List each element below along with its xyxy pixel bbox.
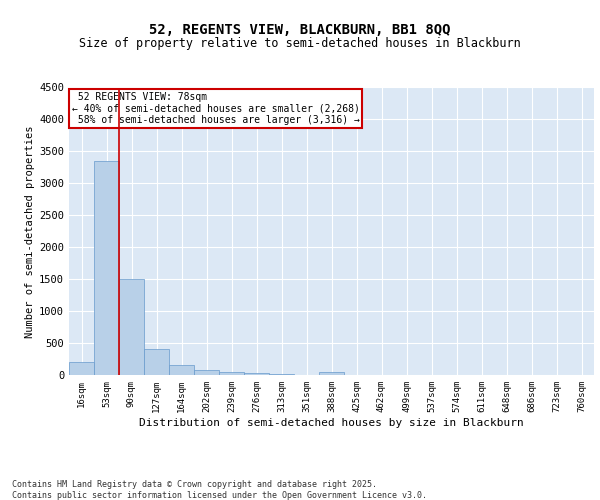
Bar	[269, 374, 294, 375]
Text: 52 REGENTS VIEW: 78sqm
← 40% of semi-detached houses are smaller (2,268)
 58% of: 52 REGENTS VIEW: 78sqm ← 40% of semi-det…	[71, 92, 359, 125]
Text: Size of property relative to semi-detached houses in Blackburn: Size of property relative to semi-detach…	[79, 38, 521, 51]
Bar	[144, 350, 169, 375]
Bar	[319, 372, 344, 375]
Bar	[169, 366, 194, 375]
Bar	[69, 362, 94, 375]
Bar	[244, 373, 269, 375]
Text: 52, REGENTS VIEW, BLACKBURN, BB1 8QQ: 52, REGENTS VIEW, BLACKBURN, BB1 8QQ	[149, 22, 451, 36]
Bar	[119, 279, 144, 375]
Y-axis label: Number of semi-detached properties: Number of semi-detached properties	[25, 125, 35, 338]
Bar	[219, 372, 244, 375]
Bar	[194, 370, 219, 375]
X-axis label: Distribution of semi-detached houses by size in Blackburn: Distribution of semi-detached houses by …	[139, 418, 524, 428]
Text: Contains HM Land Registry data © Crown copyright and database right 2025.
Contai: Contains HM Land Registry data © Crown c…	[12, 480, 427, 500]
Bar	[94, 161, 119, 375]
